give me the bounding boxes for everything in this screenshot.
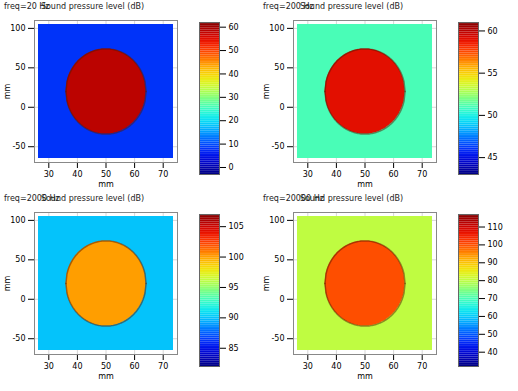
html-text:freq=2000 Hz: freq=2000 Hz	[4, 194, 60, 203]
svg-text:mm: mm	[262, 276, 271, 292]
svg-text:55: 55	[488, 69, 498, 78]
svg-text:50: 50	[360, 170, 370, 179]
html-text:freq=200 Hz: freq=200 Hz	[263, 2, 314, 11]
svg-text:70: 70	[488, 294, 498, 303]
svg-text:mm: mm	[357, 180, 373, 189]
svg-text:100: 100	[269, 216, 284, 225]
svg-text:mm: mm	[98, 372, 114, 381]
svg-text:50: 50	[274, 255, 284, 264]
svg-text:100: 100	[229, 253, 244, 262]
svg-text:50: 50	[15, 255, 25, 264]
html-text:Sound pressure level (dB): Sound pressure level (dB)	[40, 2, 145, 11]
svg-text:0: 0	[20, 103, 25, 112]
svg-text:50: 50	[101, 362, 111, 371]
svg-text:-50: -50	[271, 334, 284, 343]
svg-text:100: 100	[10, 216, 25, 225]
svg-text:85: 85	[229, 344, 239, 353]
svg-text:50: 50	[488, 111, 498, 120]
svg-text:100: 100	[488, 240, 503, 249]
svg-text:45: 45	[488, 153, 498, 162]
svg-text:90: 90	[229, 313, 239, 322]
svg-text:105: 105	[229, 222, 244, 231]
svg-text:30: 30	[229, 93, 239, 102]
svg-text:70: 70	[417, 362, 427, 371]
svg-text:50: 50	[488, 330, 498, 339]
svg-text:40: 40	[331, 362, 341, 371]
svg-text:40: 40	[229, 70, 239, 79]
svg-text:20: 20	[229, 116, 239, 125]
svg-text:40: 40	[72, 362, 82, 371]
svg-text:60: 60	[130, 362, 140, 371]
svg-text:-50: -50	[271, 142, 284, 151]
svg-text:0: 0	[20, 295, 25, 304]
html-text:freq=20 Hz: freq=20 Hz	[4, 2, 50, 11]
svg-text:40: 40	[331, 170, 341, 179]
html-text:Sound pressure level (dB): Sound pressure level (dB)	[299, 194, 404, 203]
svg-text:mm: mm	[98, 180, 114, 189]
svg-text:0: 0	[279, 103, 284, 112]
svg-text:30: 30	[44, 170, 54, 179]
svg-text:50: 50	[274, 63, 284, 72]
svg-text:50: 50	[15, 63, 25, 72]
svg-text:0: 0	[279, 295, 284, 304]
svg-text:60: 60	[389, 362, 399, 371]
svg-text:-50: -50	[12, 334, 25, 343]
svg-text:40: 40	[488, 348, 498, 357]
svg-text:95: 95	[229, 283, 239, 292]
html-text:Sound pressure level (dB): Sound pressure level (dB)	[40, 194, 145, 203]
svg-text:mm: mm	[3, 84, 12, 100]
svg-text:50: 50	[229, 46, 239, 55]
svg-text:mm: mm	[357, 372, 373, 381]
svg-text:100: 100	[269, 24, 284, 33]
svg-text:70: 70	[417, 170, 427, 179]
svg-text:-50: -50	[12, 142, 25, 151]
svg-text:50: 50	[101, 170, 111, 179]
svg-text:110: 110	[488, 223, 503, 232]
svg-text:40: 40	[72, 170, 82, 179]
svg-text:60: 60	[229, 23, 239, 32]
svg-text:60: 60	[488, 27, 498, 36]
svg-text:mm: mm	[3, 276, 12, 292]
svg-text:10: 10	[229, 140, 239, 149]
svg-text:60: 60	[130, 170, 140, 179]
svg-text:0: 0	[229, 163, 234, 172]
svg-text:70: 70	[158, 362, 168, 371]
svg-text:70: 70	[158, 170, 168, 179]
svg-text:60: 60	[389, 170, 399, 179]
svg-text:60: 60	[488, 312, 498, 321]
html-text:freq=20000 Hz: freq=20000 Hz	[263, 194, 324, 203]
svg-text:mm: mm	[262, 84, 271, 100]
svg-text:100: 100	[10, 24, 25, 33]
svg-text:30: 30	[303, 362, 313, 371]
svg-text:90: 90	[488, 258, 498, 267]
svg-text:30: 30	[44, 362, 54, 371]
svg-text:80: 80	[488, 276, 498, 285]
svg-text:30: 30	[303, 170, 313, 179]
html-text:Sound pressure level (dB): Sound pressure level (dB)	[299, 2, 404, 11]
svg-text:50: 50	[360, 362, 370, 371]
